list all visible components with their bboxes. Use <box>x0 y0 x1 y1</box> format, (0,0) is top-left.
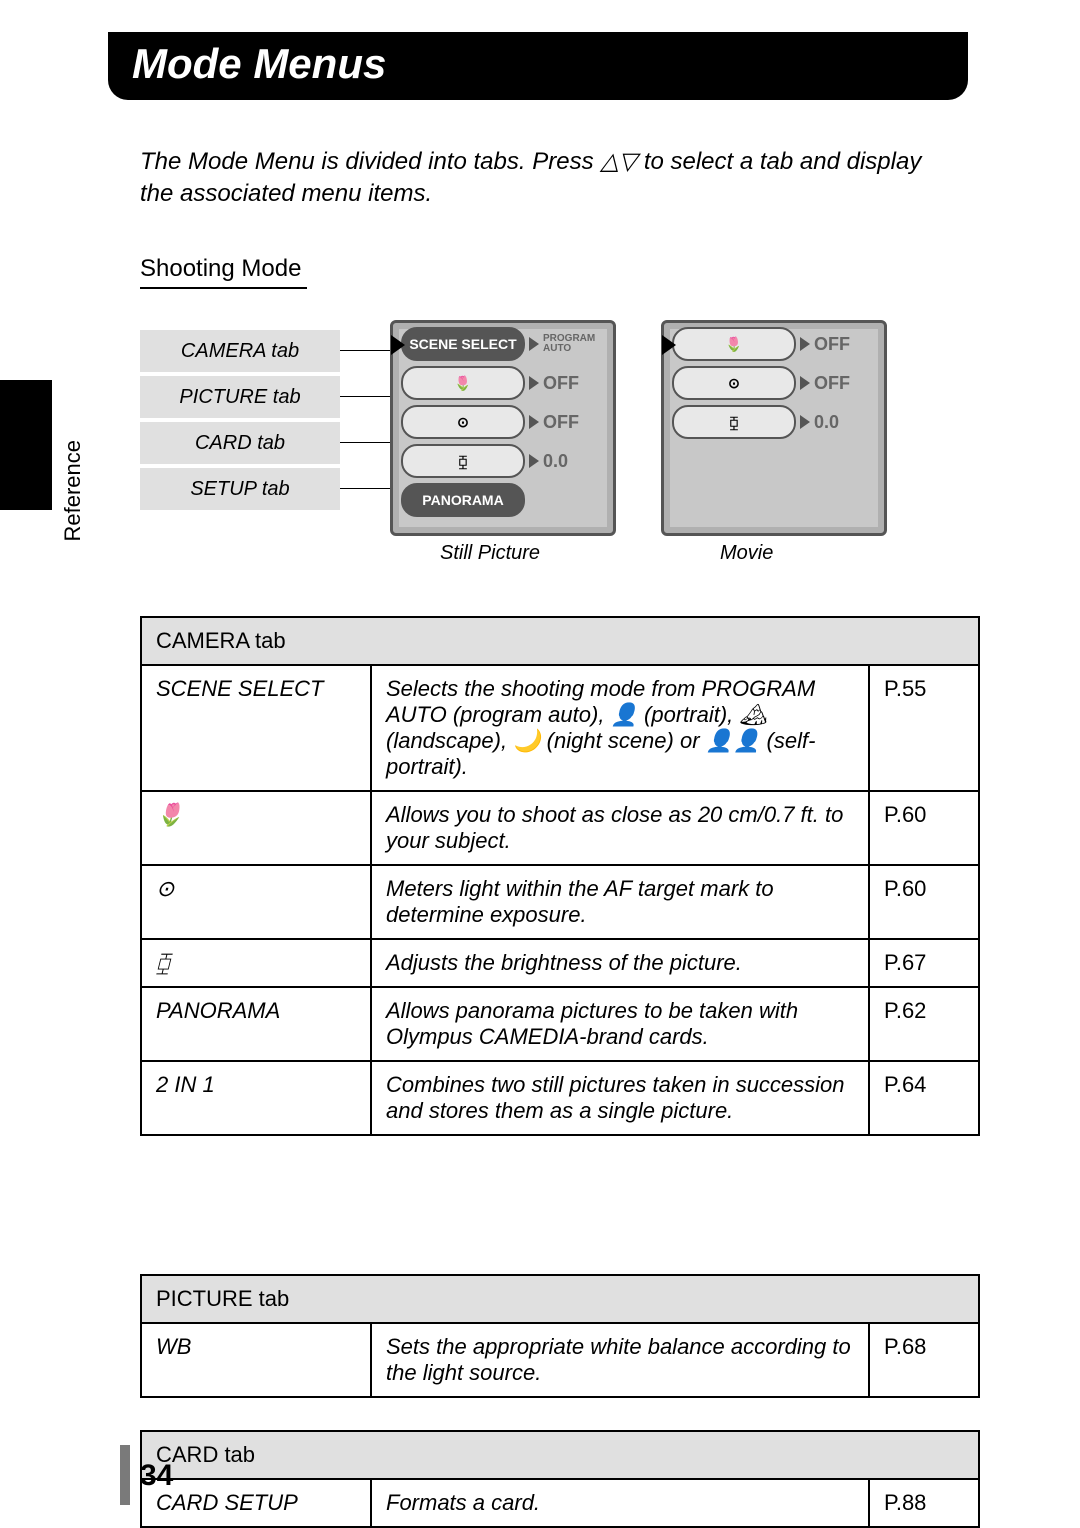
exposure-pill: ⧮ <box>672 405 796 439</box>
leader-line <box>340 396 390 397</box>
table-row: 🌷Allows you to shoot as close as 20 cm/0… <box>141 791 979 865</box>
spot-meter-value: OFF <box>543 412 579 433</box>
lcd-cursor-icon <box>391 335 405 355</box>
macro-pill: 🌷 <box>672 327 796 361</box>
macro-value: OFF <box>543 373 579 394</box>
chevron-right-icon <box>529 376 539 390</box>
table-row: ⊙Meters light within the AF target mark … <box>141 865 979 939</box>
leader-line <box>340 488 390 489</box>
camera-tab-table: CAMERA tab SCENE SELECTSelects the shoot… <box>140 616 980 1136</box>
page-gutter-mark <box>120 1445 130 1505</box>
table-row: WBSets the appropriate white balance acc… <box>141 1323 979 1397</box>
table-row: ⧮Adjusts the brightness of the picture.P… <box>141 939 979 987</box>
spot-meter-pill: ⊙ <box>672 366 796 400</box>
card-tab-table: CARD tab CARD SETUPFormats a card.P.88 <box>140 1430 980 1528</box>
lcd-cursor-icon <box>662 335 676 355</box>
lcd2-caption: Movie <box>720 542 773 565</box>
table-row: 2 IN 1Combines two still pictures taken … <box>141 1061 979 1135</box>
vertical-section-label: Reference <box>60 440 86 640</box>
shooting-mode-heading: Shooting Mode <box>140 255 307 289</box>
leader-line <box>340 350 390 351</box>
table-header: PICTURE tab <box>141 1275 979 1323</box>
picture-tab-table: PICTURE tab WBSets the appropriate white… <box>140 1274 980 1398</box>
lcd-still-picture: SCENE SELECTPROGRAM AUTO 🌷OFF ⊙OFF ⧮0.0 … <box>390 320 616 536</box>
table-row: PANORAMAAllows panorama pictures to be t… <box>141 987 979 1061</box>
macro-value: OFF <box>814 334 850 355</box>
exposure-value: 0.0 <box>814 412 839 433</box>
lcd1-caption: Still Picture <box>440 542 540 565</box>
picture-tab-label: PICTURE tab <box>140 376 340 418</box>
chevron-right-icon <box>800 376 810 390</box>
spot-meter-value: OFF <box>814 373 850 394</box>
macro-pill: 🌷 <box>401 366 525 400</box>
scene-select-pill: SCENE SELECT <box>401 327 525 361</box>
spot-meter-pill: ⊙ <box>401 405 525 439</box>
camera-tab-label: CAMERA tab <box>140 330 340 372</box>
side-black-tab <box>0 380 52 510</box>
exposure-value: 0.0 <box>543 451 568 472</box>
program-auto-value: PROGRAM AUTO <box>543 334 605 354</box>
exposure-pill: ⧮ <box>401 444 525 478</box>
page-number: 34 <box>140 1459 173 1493</box>
lcd-movie: 🌷 OFF ⊙ OFF ⧮ 0.0 <box>661 320 887 536</box>
page-title: Mode Menus <box>108 32 968 100</box>
table-row: SCENE SELECTSelects the shooting mode fr… <box>141 665 979 791</box>
chevron-right-icon <box>529 337 539 351</box>
table-row: CARD SETUPFormats a card.P.88 <box>141 1479 979 1527</box>
chevron-right-icon <box>800 337 810 351</box>
card-tab-label: CARD tab <box>140 422 340 464</box>
table-header: CAMERA tab <box>141 617 979 665</box>
leader-line <box>340 442 390 443</box>
tab-label-column: CAMERA tab PICTURE tab CARD tab SETUP ta… <box>140 330 340 514</box>
chevron-right-icon <box>800 415 810 429</box>
table-header: CARD tab <box>141 1431 979 1479</box>
chevron-right-icon <box>529 454 539 468</box>
panorama-pill: PANORAMA <box>401 483 525 517</box>
intro-text: The Mode Menu is divided into tabs. Pres… <box>140 146 940 211</box>
setup-tab-label: SETUP tab <box>140 468 340 510</box>
chevron-right-icon <box>529 415 539 429</box>
